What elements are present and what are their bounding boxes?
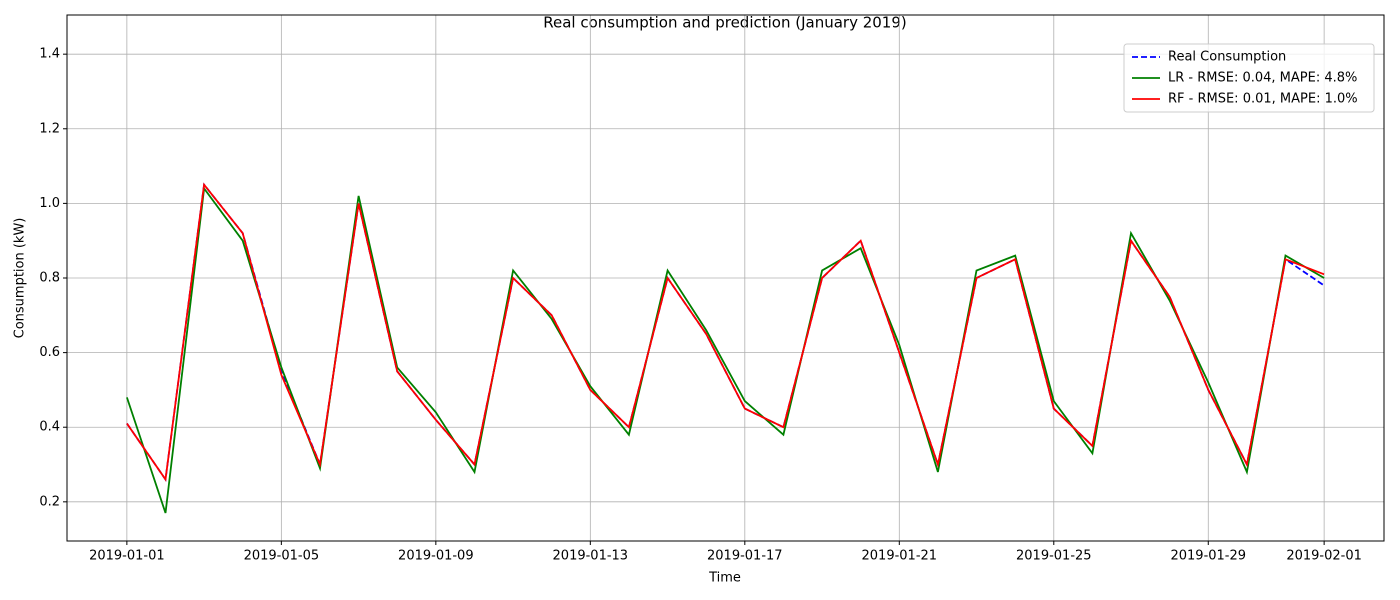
y-axis-label: Consumption (kW) <box>13 218 28 339</box>
x-axis-label: Time <box>708 571 741 586</box>
x-tick-label: 2019-01-21 <box>862 549 938 564</box>
x-tick-label: 2019-01-13 <box>553 549 629 564</box>
x-tick-label: 2019-01-09 <box>398 549 474 564</box>
y-tick-label: 1.2 <box>39 121 60 136</box>
legend-label: RF - RMSE: 0.01, MAPE: 1.0% <box>1168 92 1358 107</box>
legend-label: Real Consumption <box>1168 50 1286 65</box>
legend-box <box>1123 43 1375 113</box>
x-tick-label: 2019-01-25 <box>1016 549 1092 564</box>
x-tick-label: 2019-01-05 <box>244 549 320 564</box>
series-line <box>126 182 1325 482</box>
series-line <box>126 186 1325 514</box>
y-tick-label: 0.6 <box>39 345 60 360</box>
x-tick-label: 2019-02-01 <box>1286 549 1362 564</box>
y-tick-label: 0.4 <box>39 420 60 435</box>
chart-title: Real consumption and prediction (January… <box>543 14 907 32</box>
y-tick-label: 1.4 <box>39 47 60 62</box>
plot-frame <box>66 14 1385 542</box>
x-tick-label: 2019-01-29 <box>1170 549 1246 564</box>
x-tick-label: 2019-01-01 <box>89 549 165 564</box>
legend-label: LR - RMSE: 0.04, MAPE: 4.8% <box>1168 71 1357 86</box>
y-tick-label: 1.0 <box>39 196 60 211</box>
y-tick-label: 0.8 <box>39 271 60 286</box>
y-tick-label: 0.2 <box>39 494 60 509</box>
legend: Real Consumption LR - RMSE: 0.04, MAPE: 4… <box>1123 43 1375 113</box>
x-tick-label: 2019-01-17 <box>707 549 783 564</box>
